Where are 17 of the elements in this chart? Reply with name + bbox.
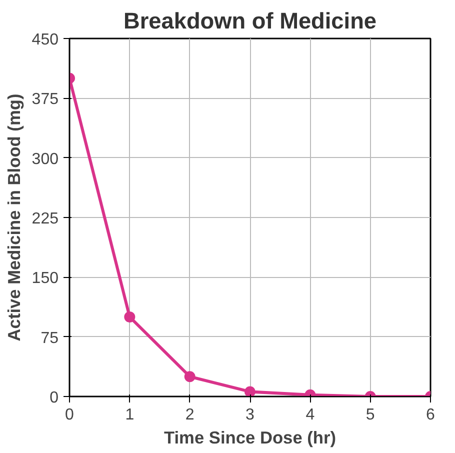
chart-title: Breakdown of Medicine [123,8,377,34]
y-tick-label: 75 [40,330,59,347]
y-tick-label: 375 [32,91,59,108]
x-tick-label: 4 [306,406,315,424]
y-axis-title: Active Medicine in Blood (mg) [4,94,24,342]
x-tick-label: 6 [426,406,436,424]
x-tick-label: 2 [185,406,194,424]
y-tick-label: 225 [32,210,59,228]
x-tick-label: 1 [125,406,134,424]
x-tick-label: 5 [366,406,375,424]
y-tick-label: 150 [32,270,59,288]
y-tick-label: 300 [32,150,59,168]
x-axis-title: Time Since Dose (hr) [164,428,336,448]
y-tick-label: 0 [50,390,59,406]
y-tick-label: 450 [32,32,59,48]
x-tick-label: 0 [65,406,74,424]
x-tick-label: 3 [246,406,255,424]
